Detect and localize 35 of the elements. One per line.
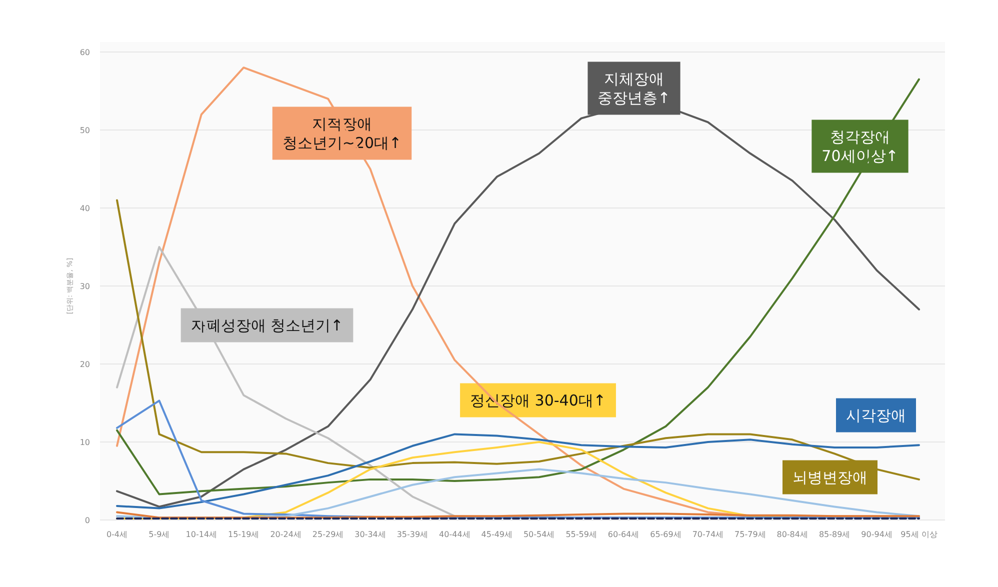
series-label: 시각장애 <box>846 406 906 424</box>
x-tick-label: 55-59세 <box>566 530 597 539</box>
x-tick-label: 30-34세 <box>354 530 386 539</box>
y-tick-label: 10 <box>80 438 90 447</box>
series-label: 자폐성장애 청소년기↑ <box>190 316 344 334</box>
x-tick-label: 70-74세 <box>692 530 724 539</box>
y-tick-label: 60 <box>80 48 90 57</box>
x-tick-label: 25-29세 <box>312 530 344 539</box>
text: 정신장애 30-40대↑ <box>470 391 606 410</box>
x-tick-label: 45-49세 <box>481 530 513 539</box>
series-label: 지체장애 중장년층↑ <box>598 70 670 107</box>
x-tick-label: 20-24세 <box>270 530 302 539</box>
x-tick-label: 75-79세 <box>734 530 766 539</box>
series-label: 지적장애 청소년기~20대↑ <box>282 114 402 152</box>
x-tick-label: 60-64세 <box>608 530 640 539</box>
x-tick-label: 35-39세 <box>396 530 428 539</box>
x-tick-label: 0-4세 <box>106 530 128 539</box>
x-tick-label: 90-94세 <box>861 530 892 539</box>
y-tick-label: 20 <box>80 360 90 369</box>
x-tick-label: 85-89세 <box>818 530 850 539</box>
series-label: 뇌병변장애 <box>792 468 868 486</box>
y-tick-label: 30 <box>80 282 90 291</box>
x-tick-label: 40-44세 <box>439 530 470 539</box>
line-series <box>116 433 920 510</box>
series-label: 청각장애 70세이상↑ <box>822 128 898 165</box>
y-tick-label: 50 <box>80 126 90 135</box>
x-tick-label: 95세 이상 <box>900 530 938 539</box>
x-tick-label: 50-54세 <box>523 530 555 539</box>
x-tick-label: 15-19세 <box>228 530 260 539</box>
x-tick-label: 65-69세 <box>650 530 682 539</box>
x-tick-label: 80-84세 <box>776 530 808 539</box>
y-tick-label: 40 <box>80 204 90 213</box>
x-tick-label: 10-14세 <box>186 530 218 539</box>
y-tick-label: 0 <box>84 516 90 525</box>
x-tick-label: 5-9세 <box>148 530 170 539</box>
